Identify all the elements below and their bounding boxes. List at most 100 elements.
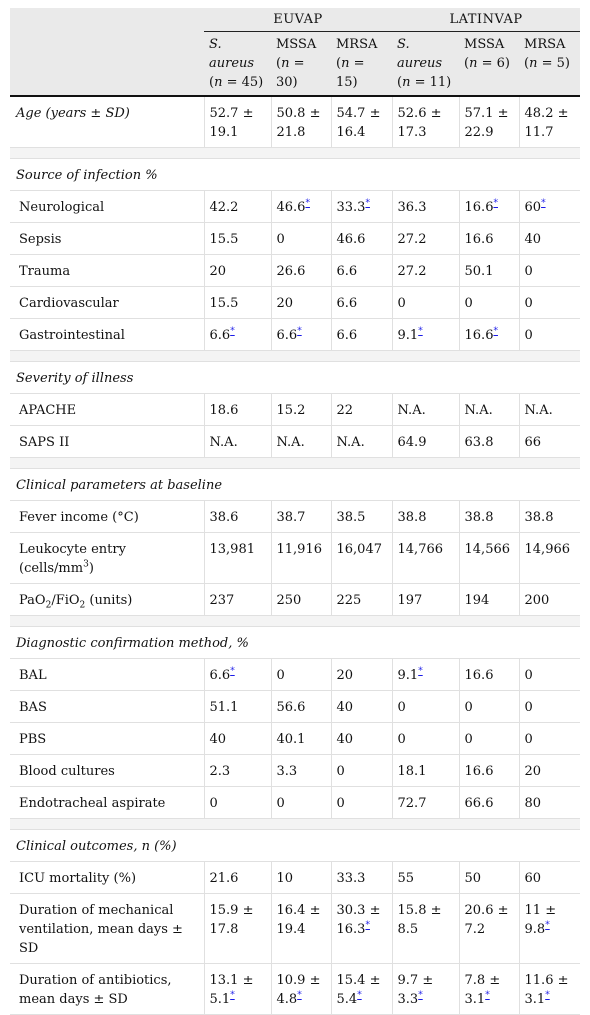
table-cell: N.A. (458, 393, 520, 426)
cell-value: 50.1 (464, 264, 494, 279)
table-cell: 27.2 (391, 254, 460, 287)
table-cell: 0 (330, 754, 393, 787)
cell-value: 16.6 (464, 232, 494, 247)
cell-value: 16.6 (464, 668, 494, 683)
table-cell: 16.4 ± 19.4 (270, 893, 331, 964)
column-header-1: S. aureus (n = 45) (204, 31, 271, 97)
row-label: Leukocyte entry (cells/mm3) (10, 532, 204, 584)
table-cell: 50 (458, 861, 520, 894)
footnote-marker-link[interactable]: * (418, 326, 423, 337)
cell-value: 60 (524, 871, 542, 886)
table-cell: 64.9 (391, 425, 460, 458)
section-heading-row: Clinical outcomes, n (%) (10, 829, 581, 862)
table-row: Sepsis 15.5 0 46.6 27.2 16.6 40 (10, 222, 581, 255)
header-blank-cell (10, 31, 204, 97)
table-cell: 63.8 (458, 425, 520, 458)
cell-value: 197 (397, 593, 423, 608)
table-cell: 26.6 (270, 254, 331, 287)
footnote-marker-link[interactable]: * (545, 990, 550, 1001)
cell-value: 38.6 (209, 510, 239, 525)
row-label: Fever income (°C) (10, 500, 204, 533)
footnote-marker-link[interactable]: * (545, 920, 550, 931)
table-cell: 46.6* (270, 190, 331, 223)
footnote-marker-link[interactable]: * (365, 920, 370, 931)
table-cell: 15.5 (203, 222, 271, 255)
cell-value: 14,766 (397, 542, 444, 557)
table-cell: 38.8 (458, 500, 520, 533)
row-label: ICU mortality (%) (10, 861, 204, 894)
footnote-marker-link[interactable]: * (305, 198, 310, 209)
cell-value: 54.7 ± 16.4 (336, 106, 381, 140)
table-cell: 6.6 (330, 318, 393, 351)
cell-value: 0 (464, 732, 473, 747)
cell-value: 0 (464, 296, 473, 311)
cell-value: N.A. (464, 403, 493, 418)
table-cell: 0 (391, 722, 460, 755)
table-cell: 51.1 (203, 690, 271, 723)
column-header-name: S. aureus (397, 37, 443, 71)
footnote-marker-link[interactable]: * (357, 990, 362, 1001)
cell-value: 16.6 (464, 764, 494, 779)
group-header-latinvap: LATINVAP (392, 8, 581, 32)
footnote-marker-link[interactable]: * (541, 198, 546, 209)
cell-value: 15.5 (209, 232, 239, 247)
footnote-marker-link[interactable]: * (418, 666, 423, 677)
cell-value: 0 (524, 328, 533, 343)
section-heading: Diagnostic confirmation method, % (10, 626, 581, 659)
footnote-marker-link[interactable]: * (230, 326, 235, 337)
cell-value: 0 (397, 700, 406, 715)
table-cell: 6.6* (203, 658, 271, 691)
footnote-marker-link[interactable]: * (297, 990, 302, 1001)
table-cell: 0 (270, 786, 331, 819)
section-spacer (10, 457, 581, 469)
table-cell: 56.6 (270, 690, 331, 723)
cell-value: 60 (524, 200, 542, 215)
cell-value: 3.3 (276, 764, 298, 779)
row-label: PBS (10, 722, 204, 755)
spacer-cell (10, 457, 581, 469)
cell-value: 40 (209, 732, 227, 747)
cell-value: 50.8 ± 21.8 (276, 106, 321, 140)
table-cell: 10.9 ± 4.8* (270, 963, 331, 1015)
table-cell: 9.7 ± 3.3* (391, 963, 460, 1015)
table-cell: 40 (203, 722, 271, 755)
cell-value: 16.6 (464, 328, 494, 343)
cell-value: 38.8 (397, 510, 427, 525)
footnote-marker-link[interactable]: * (493, 326, 498, 337)
table-cell: 16,047 (330, 532, 393, 584)
table-cell: 13.1 ± 5.1* (203, 963, 271, 1015)
footnote-marker-link[interactable]: * (418, 990, 423, 1001)
table-body: Age (years ± SD) 52.7 ± 19.1 50.8 ± 21.8 54… (10, 96, 581, 1015)
table-cell: 60 (518, 861, 581, 894)
cell-value: N.A. (524, 403, 553, 418)
cell-value: 66.6 (464, 796, 494, 811)
cell-value: N.A. (209, 435, 238, 450)
table-cell: 66 (518, 425, 581, 458)
cell-value: 6.6 (336, 296, 358, 311)
cell-value: 26.6 (276, 264, 306, 279)
table-cell: 21.6 (203, 861, 271, 894)
cell-value: 6.6 (336, 264, 358, 279)
section-spacer (10, 147, 581, 159)
table-cell: 0 (458, 722, 520, 755)
footnote-marker-link[interactable]: * (297, 326, 302, 337)
section-heading: Source of infection % (10, 158, 581, 191)
table-cell: 14,766 (391, 532, 460, 584)
cell-value: 0 (209, 796, 218, 811)
cell-value: 22 (336, 403, 354, 418)
footnote-marker-link[interactable]: * (485, 990, 490, 1001)
footnote-marker-link[interactable]: * (493, 198, 498, 209)
footnote-marker-link[interactable]: * (230, 990, 235, 1001)
table-row: Leukocyte entry (cells/mm3) 13,981 11,916 1… (10, 532, 581, 584)
table-cell: 0 (518, 690, 581, 723)
spacer-cell (10, 147, 581, 159)
footnote-marker-link[interactable]: * (365, 198, 370, 209)
table-cell: 237 (203, 583, 271, 616)
column-header-count: (n = 30) (276, 56, 305, 90)
table-cell: 18.1 (391, 754, 460, 787)
cell-value: 33.3 (336, 871, 366, 886)
section-heading-row: Clinical parameters at baseline (10, 468, 581, 501)
cell-value: 0 (276, 796, 285, 811)
footnote-marker-link[interactable]: * (230, 666, 235, 677)
row-label: Endotracheal aspirate (10, 786, 204, 819)
